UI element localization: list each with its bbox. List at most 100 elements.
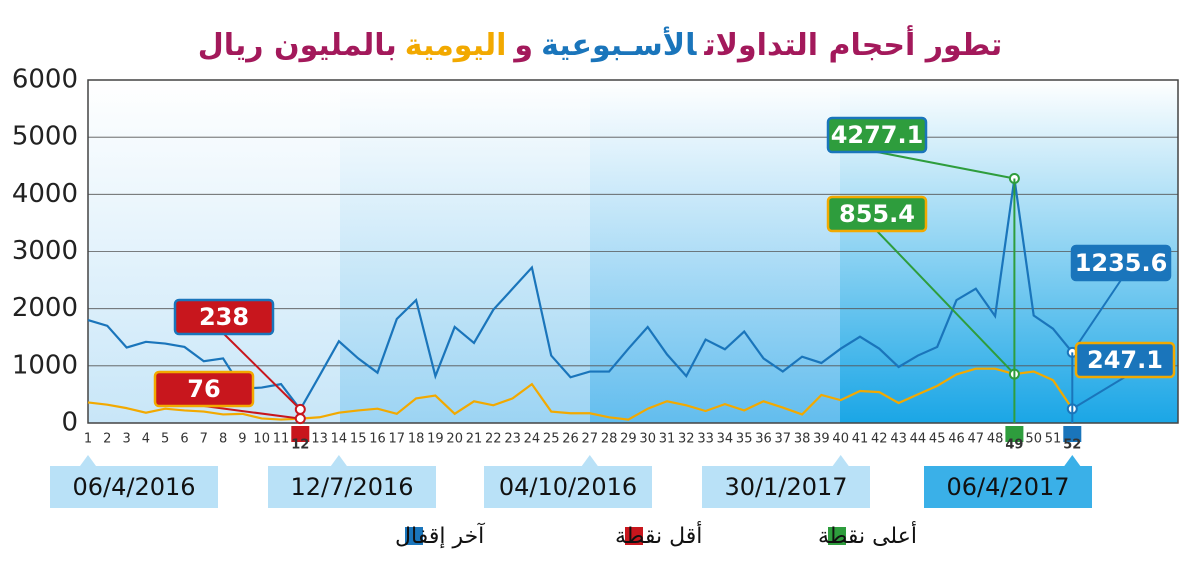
series-line: [87, 367, 1074, 421]
x-tick-label: 25: [543, 432, 560, 447]
x-tick-label: 30: [639, 432, 656, 447]
x-tick-label: 39: [813, 432, 830, 447]
x-tick-label: 36: [755, 432, 772, 447]
callout-label: 4277.1: [831, 121, 924, 149]
callout-pointer: [223, 333, 302, 411]
x-tick-label: 20: [446, 432, 463, 447]
x-tick-label: 41: [852, 432, 869, 447]
x-tick-label: 51: [1045, 432, 1062, 447]
x-tick-label: 6: [180, 432, 188, 447]
legend-swatch: [625, 527, 643, 545]
date-label: 04/10/2016: [499, 473, 637, 501]
callout-pointer: [1071, 376, 1126, 410]
x-tick-label: 40: [832, 432, 849, 447]
date-box: [50, 466, 218, 508]
y-tick-label: 5000: [12, 122, 78, 152]
callout-box: [1070, 244, 1172, 282]
x-tick-highlight: [1005, 426, 1024, 442]
x-tick-label: 44: [910, 432, 927, 447]
y-tick-label: 0: [61, 408, 78, 438]
x-tick-label: 29: [620, 432, 637, 447]
chart-title: تطور أحجام التداولاتالأسـبوعيةواليوميةبا…: [0, 28, 1200, 63]
callout-box: [1074, 341, 1176, 379]
plot-frame: [87, 79, 1179, 424]
date-pointer: [832, 455, 849, 466]
title-part: الأسـبوعية: [541, 28, 697, 63]
x-tick-label: 18: [408, 432, 425, 447]
date-label: 12/7/2016: [290, 473, 413, 501]
x-tick-label: 19: [427, 432, 444, 447]
x-tick-label: 9: [238, 432, 246, 447]
y-tick-label: 2000: [12, 293, 78, 323]
x-tick-label: 46: [948, 432, 965, 447]
x-tick-label: 17: [389, 432, 406, 447]
x-tick-highlight: [291, 426, 310, 442]
x-tick-label: 23: [504, 432, 521, 447]
x-tick-label: 16: [369, 432, 386, 447]
x-tick-label: 27: [582, 432, 599, 447]
title-part: و: [514, 28, 534, 63]
x-tick-label: 10: [253, 432, 270, 447]
callout-label: 238: [199, 303, 249, 331]
date-pointer: [1064, 455, 1081, 466]
x-tick-label: 12: [291, 438, 309, 453]
highlight-point: [294, 413, 306, 425]
date-label: 06/4/2017: [946, 473, 1069, 501]
x-tick-label: 7: [200, 432, 208, 447]
legend-label: آخر إقفال: [395, 522, 485, 549]
x-tick-label: 34: [717, 432, 734, 447]
title-part: اليومية: [404, 28, 507, 63]
x-tick-label: 22: [485, 432, 502, 447]
x-tick-label: 45: [929, 432, 946, 447]
x-tick-label: 47: [968, 432, 985, 447]
date-label: 06/4/2016: [72, 473, 195, 501]
legend-swatch: [828, 527, 846, 545]
x-tick-label: 26: [562, 432, 579, 447]
x-tick-label: 52: [1063, 438, 1081, 453]
date-box: [484, 466, 652, 508]
x-tick-label: 3: [122, 432, 130, 447]
title-part: بالمليون ريال: [197, 28, 397, 63]
x-tick-label: 2: [103, 432, 111, 447]
x-tick-label: 1: [84, 432, 92, 447]
x-tick-label: 37: [775, 432, 792, 447]
x-tick-label: 48: [987, 432, 1004, 447]
x-tick-label: 15: [350, 432, 367, 447]
x-tick-label: 43: [890, 432, 907, 447]
x-tick-label: 35: [736, 432, 753, 447]
callout-pointer: [1071, 279, 1122, 353]
date-box: [924, 466, 1092, 508]
x-tick-label: 8: [219, 432, 227, 447]
x-tick-label: 33: [697, 432, 714, 447]
x-tick-label: 38: [794, 432, 811, 447]
title-part: تطور أحجام التداولات: [704, 28, 1003, 63]
x-tick-label: 49: [1005, 438, 1023, 453]
x-tick-label: 50: [1025, 432, 1042, 447]
callout-box: [826, 116, 928, 154]
callout-pointer: [876, 230, 1016, 375]
date-box: [702, 466, 870, 508]
legend-swatch: [405, 527, 423, 545]
x-tick-label: 31: [659, 432, 676, 447]
x-tick-label: 24: [524, 432, 541, 447]
x-tick-label: 21: [466, 432, 483, 447]
x-tick-label: 11: [273, 432, 290, 447]
callout-label: 76: [187, 375, 220, 403]
date-pointer: [80, 455, 96, 466]
x-tick-label: 42: [871, 432, 888, 447]
x-tick-label: 32: [678, 432, 695, 447]
date-pointer: [581, 455, 598, 466]
y-tick-label: 4000: [12, 179, 78, 209]
x-tick-label: 14: [331, 432, 348, 447]
callout-box: [153, 370, 255, 408]
legend-label: أقل نقطة: [615, 521, 702, 549]
callout-pointer: [203, 405, 301, 420]
callout-label: 247.1: [1087, 346, 1163, 374]
callout-pointer: [876, 151, 1015, 180]
x-tick-label: 5: [161, 432, 169, 447]
y-tick-label: 3000: [12, 236, 78, 266]
x-tick-label: 4: [142, 432, 150, 447]
callout-box: [826, 195, 928, 233]
